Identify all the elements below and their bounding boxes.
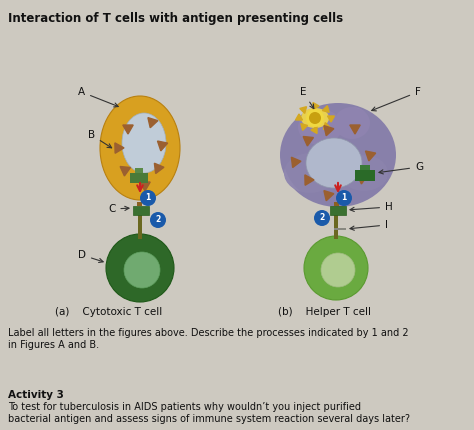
Text: I: I (350, 220, 388, 230)
Text: E: E (300, 87, 314, 109)
Circle shape (336, 190, 352, 206)
Text: Interaction of T cells with antigen presenting cells: Interaction of T cells with antigen pres… (8, 12, 343, 25)
Bar (334, 202, 339, 206)
Text: Label all letters in the figures above. Describe the processes indicated by 1 an: Label all letters in the figures above. … (8, 328, 409, 350)
Text: 2: 2 (319, 214, 325, 222)
Bar (334, 229, 338, 239)
Bar (135, 168, 143, 173)
Text: D: D (78, 250, 103, 262)
Circle shape (140, 190, 156, 206)
Ellipse shape (283, 105, 393, 205)
Text: 2: 2 (155, 215, 161, 224)
Bar (138, 215, 142, 229)
Circle shape (304, 236, 368, 300)
Circle shape (306, 109, 324, 127)
Text: F: F (372, 87, 421, 111)
Text: C: C (108, 204, 129, 214)
Bar (355, 170, 375, 181)
Bar (334, 228, 346, 230)
Ellipse shape (100, 96, 180, 200)
Ellipse shape (280, 103, 396, 207)
Ellipse shape (284, 153, 336, 193)
Text: A: A (78, 87, 118, 107)
Text: Activity 3: Activity 3 (8, 390, 64, 400)
Ellipse shape (340, 155, 388, 191)
Circle shape (314, 210, 330, 226)
Text: 1: 1 (146, 194, 151, 203)
Text: 1: 1 (341, 194, 346, 203)
Text: G: G (379, 162, 423, 174)
Circle shape (124, 252, 160, 288)
Text: To test for tuberculosis in AIDS patients why wouldn’t you inject purified
bacte: To test for tuberculosis in AIDS patient… (8, 402, 410, 424)
Text: B: B (88, 130, 111, 148)
Bar (360, 165, 370, 170)
Bar (137, 202, 142, 206)
Ellipse shape (334, 107, 370, 139)
Text: (a)    Cytotoxic T cell: (a) Cytotoxic T cell (55, 307, 162, 317)
Bar (330, 206, 346, 215)
Ellipse shape (306, 138, 362, 188)
Ellipse shape (301, 108, 329, 128)
Ellipse shape (122, 113, 166, 173)
Circle shape (106, 234, 174, 302)
Bar (130, 173, 148, 183)
Circle shape (321, 253, 355, 287)
Circle shape (150, 212, 166, 228)
Circle shape (309, 112, 321, 124)
Bar (133, 206, 149, 215)
Bar (334, 215, 338, 229)
Text: H: H (350, 202, 393, 212)
Text: (b)    Helper T cell: (b) Helper T cell (278, 307, 371, 317)
Bar (138, 229, 142, 239)
Ellipse shape (298, 109, 342, 145)
